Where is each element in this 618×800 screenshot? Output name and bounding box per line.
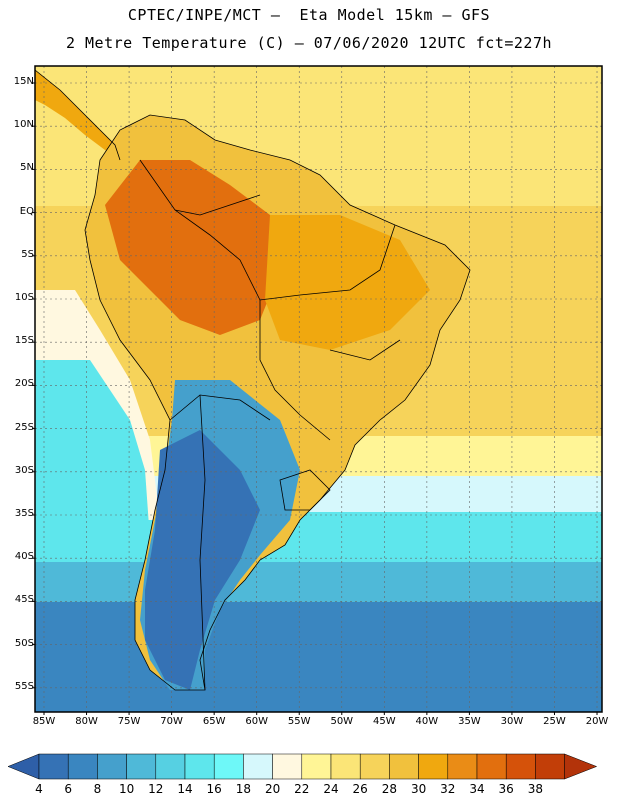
lon-label: 60W [245, 716, 268, 727]
chart-subtitle: 2 Metre Temperature (C) – 07/06/2020 12U… [65, 34, 553, 52]
colorbar-label: 6 [64, 782, 72, 796]
lon-label: 25W [543, 716, 566, 727]
central-america [35, 70, 120, 160]
brazil-warm-region [265, 215, 430, 350]
lon-label: 80W [75, 716, 98, 727]
lat-label: 50S [14, 637, 34, 649]
chart-title: CPTEC/INPE/MCT – Eta Model 15km – GFS [127, 6, 491, 24]
colorbar-swatch [126, 753, 157, 780]
colorbar-swatch [213, 753, 244, 780]
colorbar-label: 4 [35, 782, 43, 796]
colorbar-label: 30 [410, 782, 427, 796]
lon-label: 45W [373, 716, 396, 727]
lon-label: 30W [500, 716, 524, 727]
colorbar-label: 24 [323, 782, 339, 796]
southern-cone-colder [145, 430, 260, 690]
colorbar-swatch [389, 753, 419, 780]
lat-label: 40S [14, 551, 34, 563]
colorbar-swatch [243, 753, 273, 780]
lon-label: 50W [330, 716, 354, 727]
colorbar-swatch [38, 753, 69, 780]
colorbar-swatch [418, 753, 449, 780]
lon-label: 65W [202, 716, 226, 727]
colorbar-swatch [535, 753, 565, 780]
colorbar [7, 753, 598, 780]
colorbar-swatch [67, 753, 98, 780]
lat-label: 15N [13, 76, 34, 87]
lat-label: 5S [21, 248, 34, 260]
colorbar-label: 20 [264, 782, 281, 796]
lon-label: 75W [117, 716, 141, 727]
lat-label: 20S [14, 378, 34, 390]
lon-label: 40W [415, 716, 439, 727]
colorbar-label: 18 [235, 782, 252, 796]
country-borders [35, 69, 471, 691]
colorbar-label: 22 [294, 782, 310, 796]
lon-label: 20W [585, 716, 609, 727]
colorbar-swatch [301, 753, 332, 780]
colorbar-label: 10 [118, 782, 135, 796]
colorbar-label: 16 [206, 782, 222, 796]
colorbar-low-arrow [7, 753, 40, 780]
colorbar-swatch [505, 753, 536, 780]
colorbar-label: 34 [469, 782, 485, 796]
colorbar-high-arrow [564, 753, 598, 780]
colorbar-swatch [272, 753, 303, 780]
pacific-cyan-current [35, 360, 150, 540]
colorbar-label: 8 [93, 782, 102, 796]
colorbar-swatch [184, 753, 215, 780]
lat-label: 10N [13, 119, 34, 131]
amazon-hot-region [105, 160, 280, 335]
lat-label: 25S [14, 421, 34, 433]
lon-label: 70W [160, 716, 183, 727]
lon-label: 35W [458, 716, 481, 727]
colorbar-label: 28 [381, 782, 398, 796]
colorbar-swatch [447, 753, 478, 780]
lat-label: 55S [14, 680, 34, 692]
lat-label: 30S [14, 464, 34, 476]
colorbar-label: 26 [352, 782, 368, 796]
lon-label: 55W [287, 716, 311, 727]
lat-label: 15S [14, 335, 34, 347]
lat-label: 10S [14, 292, 34, 303]
colorbar-label: 38 [527, 782, 544, 796]
colorbar-swatch [359, 753, 390, 780]
colorbar-label: 12 [148, 782, 164, 796]
colorbar-swatch [155, 753, 186, 780]
lat-label: 35S [14, 508, 34, 519]
colorbar-swatch [97, 753, 127, 780]
lat-label: EQ [19, 205, 34, 217]
lat-label: 5N [20, 162, 34, 174]
lat-label: 45S [14, 594, 34, 606]
colorbar-swatch [476, 753, 507, 780]
lon-label: 85W [32, 716, 56, 727]
colorbar-swatch [330, 753, 361, 780]
ocean-teal-band [35, 562, 602, 602]
colorbar-label: 32 [440, 782, 456, 796]
colorbar-label: 36 [498, 782, 514, 796]
map-frame [34, 65, 603, 713]
ocean-blue-band [35, 602, 602, 712]
colorbar-label: 14 [177, 782, 193, 796]
